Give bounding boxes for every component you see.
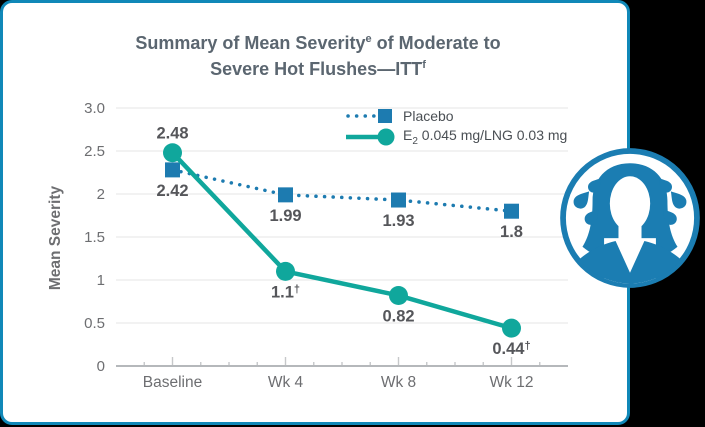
- y-tick-label: 0.5: [84, 315, 105, 332]
- legend-label-e2-lng: E2 0.045 mg/LNG 0.03 mg: [403, 127, 567, 147]
- y-tick-label: 2.5: [84, 143, 105, 160]
- y-tick-label: 2: [97, 186, 105, 203]
- sweat-drop-icon: [659, 178, 672, 193]
- chart-card: Summary of Mean Severitye of Moderate to…: [0, 0, 630, 425]
- e2-lng-marker: [389, 285, 408, 305]
- y-tick-label: 3.0: [84, 100, 105, 117]
- legend-item-placebo: Placebo: [344, 106, 567, 126]
- e2-lng-circle-marker-icon: [377, 128, 395, 146]
- placebo-marker: [504, 203, 519, 219]
- line-chart: 0 0.5 1 1.5 2 2.5 3.0 Baseline Wk 4 Wk 8 Wk 12 2.42…: [84, 100, 568, 391]
- placebo-data-label: 1.93: [382, 212, 414, 230]
- face: [609, 176, 651, 231]
- legend-item-e2-lng: E2 0.045 mg/LNG 0.03 mg: [344, 127, 567, 147]
- legend-e2-text: E: [403, 127, 413, 144]
- placebo-dotted-line-swatch: [346, 109, 392, 123]
- sweating-woman-icon: [558, 146, 702, 290]
- legend: Placebo E2 0.045 mg/LNG 0.03 mg: [344, 106, 567, 147]
- e2-lng-marker: [276, 261, 295, 281]
- y-tick-label: 1: [97, 272, 105, 289]
- title-text-3: Severe Hot Flushes—ITT: [210, 59, 423, 80]
- sweat-drop-icon: [670, 191, 687, 209]
- x-category-label: Wk 12: [490, 374, 534, 391]
- y-tick-label: 1.5: [84, 229, 105, 246]
- placebo-marker: [391, 192, 406, 208]
- sweat-drops: [573, 178, 687, 225]
- title-superscript-e: e: [365, 33, 372, 45]
- placebo-line: [170, 168, 514, 213]
- placebo-data-label: 2.42: [156, 182, 188, 200]
- title-text-2: of Moderate to: [371, 33, 501, 53]
- x-category-label: Baseline: [143, 374, 202, 391]
- sweat-drop-icon: [573, 191, 590, 209]
- e2-lng-data-label: 0.82: [382, 307, 414, 325]
- legend-label-placebo: Placebo: [403, 108, 454, 124]
- title-superscript-f: f: [422, 59, 426, 72]
- e2-lng-line: [170, 151, 513, 331]
- legend-dose-text: 0.045 mg/LNG 0.03 mg: [417, 127, 568, 144]
- placebo-data-label: 1.99: [269, 207, 301, 225]
- e2-lng-marker: [163, 143, 182, 163]
- placebo-square-marker-icon: [378, 109, 392, 123]
- e2-lng-data-label: 2.48: [156, 125, 188, 143]
- sweat-drop-icon: [584, 209, 599, 225]
- e2-lng-data-label: 1.1†: [271, 283, 300, 301]
- placebo-data-label: 1.8: [500, 223, 523, 241]
- sweat-drop-icon: [662, 209, 677, 225]
- x-category-label: Wk 4: [268, 374, 304, 391]
- chart-title: Summary of Mean Severitye of Moderate to…: [3, 30, 633, 82]
- title-text-1: Summary of Mean Severity: [135, 33, 366, 53]
- x-category-label: Wk 8: [381, 374, 416, 391]
- y-axis-title: Mean Severity: [47, 185, 64, 291]
- y-tick-label: 0: [97, 358, 105, 375]
- e2-lng-solid-line-swatch: [346, 128, 395, 146]
- placebo-marker: [278, 187, 293, 203]
- placebo-marker: [165, 162, 180, 178]
- sweat-drop-icon: [588, 178, 601, 193]
- e2-lng-data-label: 0.44†: [492, 340, 530, 358]
- e2-lng-marker: [502, 318, 521, 338]
- legend-e2-subscript: 2: [412, 135, 418, 147]
